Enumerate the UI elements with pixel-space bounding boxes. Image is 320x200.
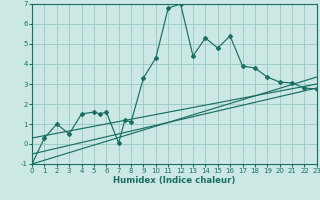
X-axis label: Humidex (Indice chaleur): Humidex (Indice chaleur) <box>113 176 236 185</box>
